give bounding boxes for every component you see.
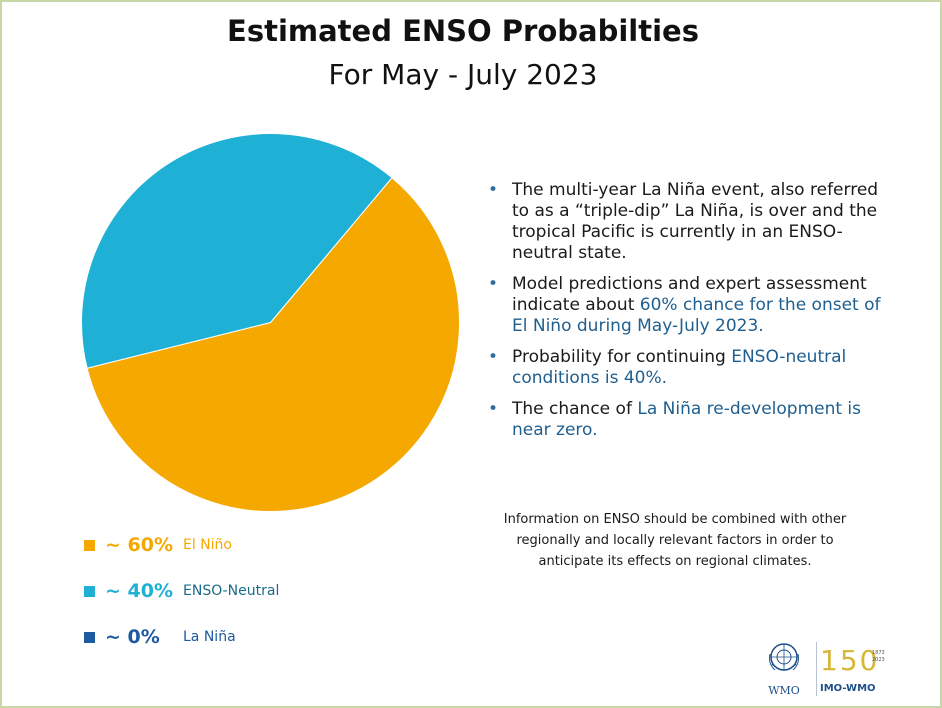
bullet-highlight: ENSO-neutral conditions is 40%. [512,347,847,388]
chart-subtitle: For May - July 2023 [328,58,598,91]
bullet-text: Model predictions and expert assessment … [512,274,867,315]
legend-item-la-nina: ~ 0% La Niña [84,614,279,660]
bullet-item: Probability for continuing ENSO-neutral … [486,347,886,389]
legend-item-enso-neutral: ~ 40% ENSO-Neutral [84,568,279,614]
bullet-highlight: La Niña re-development is near zero. [512,399,862,440]
legend-swatch-el-nino [84,539,95,551]
chart-title: Estimated ENSO Probabilties [227,14,699,48]
wmo-logo-text: WMO [768,684,800,697]
legend-label-el-nino: El Niño [183,537,232,553]
bullet-text: The multi-year La Niña event, also refer… [512,180,879,263]
pie-chart [81,133,460,512]
pie-slice-enso-neutral [81,133,393,369]
legend: ~ 60% El Niño ~ 40% ENSO-Neutral ~ 0% La… [84,522,279,660]
legend-value-el-nino: ~ 60% [105,534,174,556]
legend-item-el-nino: ~ 60% El Niño [84,522,279,568]
legend-label-la-nina: La Niña [183,629,236,645]
bullet-text: The chance of [512,399,638,419]
bullet-text: Probability for continuing [512,347,732,367]
bullet-item: The multi-year La Niña event, also refer… [486,180,886,264]
imo-dates: 1873 2023 [872,650,885,663]
bullet-highlight: 60% chance for the onset of El Niño duri… [512,295,881,336]
imo-150-icon: 150 1873 2023 IMO-WMO [820,640,900,698]
legend-value-enso-neutral: ~ 40% [105,580,174,602]
legend-swatch-la-nina [84,631,95,643]
bullet-item: The chance of La Niña re-development is … [486,399,886,441]
bullet-item: Model predictions and expert assessment … [486,274,886,337]
legend-value-la-nina: ~ 0% [105,626,160,648]
key-points-list: The multi-year La Niña event, also refer… [486,180,886,451]
logo-divider [816,642,817,696]
legend-label-enso-neutral: ENSO-Neutral [183,583,280,599]
legend-swatch-enso-neutral [84,585,95,597]
logo-area: WMO 150 1873 2023 IMO-WMO [758,640,908,700]
wmo-emblem-icon [758,640,810,698]
imo-number: 150 [820,644,880,677]
pie-slice-el-ni-o [86,177,460,512]
imo-logo-text: IMO-WMO [820,683,876,694]
info-note: Information on ENSO should be combined w… [503,512,847,569]
